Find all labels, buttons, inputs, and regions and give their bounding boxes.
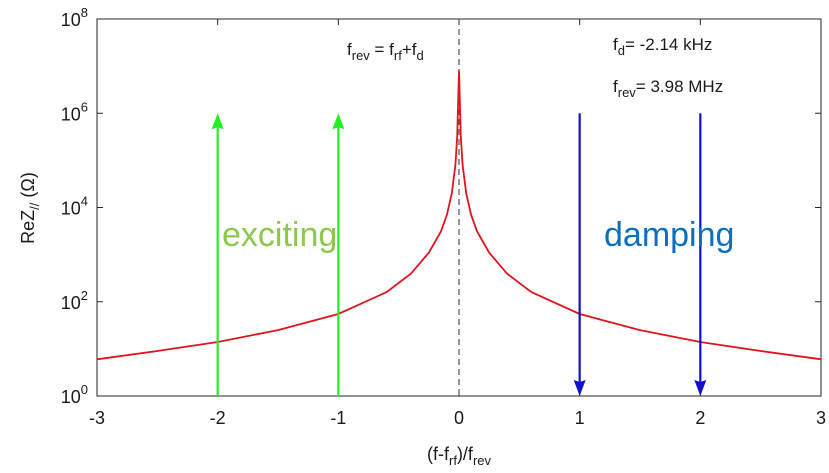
center-annotation: frev = frf+fd xyxy=(347,40,424,63)
y-tick-label: 102 xyxy=(61,288,88,313)
damping-label: damping xyxy=(604,216,734,254)
x-tick-label: -2 xyxy=(210,408,226,428)
x-tick-label: 3 xyxy=(816,408,826,428)
arrow-head xyxy=(211,113,224,130)
y-tick-label: 106 xyxy=(61,99,88,124)
arrows xyxy=(211,113,707,396)
y-axis-label: ReZ// (Ω) xyxy=(18,172,42,244)
y-tick-label: 108 xyxy=(61,5,88,30)
fd-annotation: fd= -2.14 kHz xyxy=(613,35,712,58)
frev-annotation: frev= 3.98 MHz xyxy=(613,77,723,100)
x-tick-label: -1 xyxy=(330,408,346,428)
x-tick-label: 1 xyxy=(575,408,585,428)
exciting-label: exciting xyxy=(222,216,337,254)
arrow-head xyxy=(573,380,586,396)
x-axis-label: (f-frf)/frev xyxy=(427,444,492,468)
y-tick-label: 100 xyxy=(61,382,88,407)
x-tick-label: 2 xyxy=(695,408,705,428)
y-tick-label: 104 xyxy=(61,194,88,219)
y-ticks: 100 102 104 106 108 xyxy=(61,5,821,407)
arrow-head xyxy=(332,113,345,130)
x-tick-label: -3 xyxy=(89,408,105,428)
x-tick-label: 0 xyxy=(454,408,464,428)
impedance-curve xyxy=(96,70,822,361)
arrow-head xyxy=(694,380,707,396)
